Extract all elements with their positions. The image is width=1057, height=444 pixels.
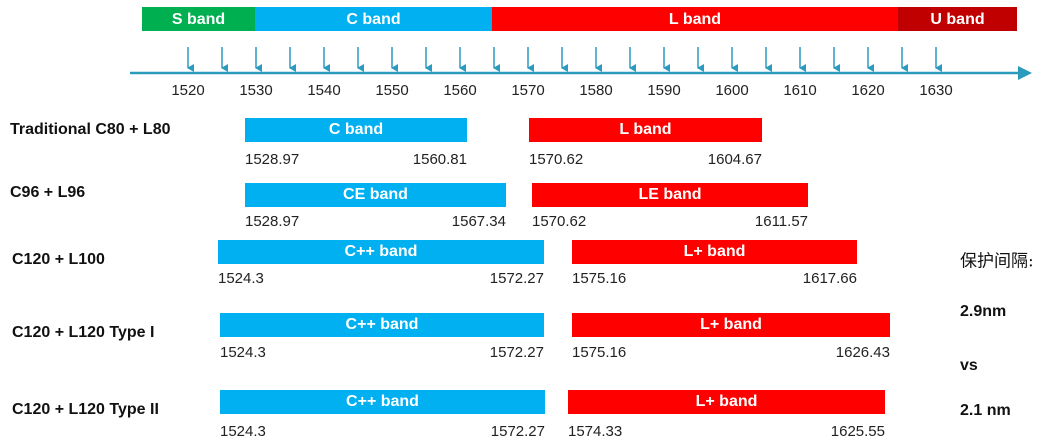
end-label: 1560.81 [413, 151, 467, 168]
axis-label: 1570 [511, 82, 544, 99]
note: vs [960, 357, 978, 374]
axis-label: 1540 [307, 82, 340, 99]
band-label: C band [346, 11, 400, 28]
axis-label: 1520 [171, 82, 204, 99]
band-bar [220, 313, 544, 337]
row-name: C96 + L96 [10, 184, 85, 201]
band-label: LE band [638, 186, 701, 203]
row-name: Traditional C80 + L80 [10, 121, 171, 138]
band-bar [245, 118, 467, 142]
end-label: 1625.55 [831, 423, 885, 440]
start-label: 1574.33 [568, 423, 622, 440]
band-bar [245, 183, 506, 207]
row-name: C120 + L120 Type I [12, 324, 154, 341]
note: 2.1 nm [960, 402, 1011, 419]
axis-label: 1630 [919, 82, 952, 99]
band-label: L band [619, 121, 671, 138]
band-label: C++ band [346, 316, 419, 333]
start-label: 1570.62 [532, 213, 586, 230]
band-bar [220, 390, 545, 414]
band [255, 7, 492, 31]
band-bar [529, 118, 762, 142]
start-label: 1524.3 [218, 270, 264, 287]
band-bar [572, 240, 857, 264]
band-label: U band [930, 11, 984, 28]
end-label: 1611.57 [755, 213, 808, 230]
end-label: 1567.34 [452, 213, 506, 230]
band-label: L+ band [700, 316, 762, 333]
start-label: 1528.97 [245, 151, 299, 168]
axis-label: 1590 [647, 82, 680, 99]
band [142, 7, 255, 31]
band-label: CE band [343, 186, 408, 203]
band-label: L+ band [684, 243, 746, 260]
axis-arrow [1018, 66, 1032, 80]
band-label: S band [172, 11, 225, 28]
band-label: C band [329, 121, 383, 138]
end-label: 1572.27 [490, 344, 544, 361]
note: 保护间隔: [960, 252, 1034, 272]
end-label: 1604.67 [708, 151, 762, 168]
band-bar [532, 183, 808, 207]
row-name: C120 + L100 [12, 251, 105, 268]
band-bar [218, 240, 544, 264]
start-label: 1575.16 [572, 270, 626, 287]
band [898, 7, 1017, 31]
start-label: 1570.62 [529, 151, 583, 168]
band-bar [572, 313, 890, 337]
band-label: C++ band [346, 393, 419, 410]
band-bar [568, 390, 885, 414]
axis-label: 1580 [579, 82, 612, 99]
axis-label: 1560 [443, 82, 476, 99]
band-label: L band [669, 11, 721, 28]
band-label: C++ band [345, 243, 418, 260]
start-label: 1524.3 [220, 344, 266, 361]
start-label: 1528.97 [245, 213, 299, 230]
note: 2.9nm [960, 303, 1006, 320]
axis-label: 1620 [851, 82, 884, 99]
axis-label: 1600 [715, 82, 748, 99]
band-label: L+ band [696, 393, 758, 410]
end-label: 1572.27 [490, 270, 544, 287]
end-label: 1572.27 [491, 423, 545, 440]
axis-label: 1610 [783, 82, 816, 99]
start-label: 1575.16 [572, 344, 626, 361]
row-name: C120 + L120 Type II [12, 401, 159, 418]
band [492, 7, 898, 31]
axis-label: 1550 [375, 82, 408, 99]
end-label: 1626.43 [836, 344, 890, 361]
axis-label: 1530 [239, 82, 272, 99]
start-label: 1524.3 [220, 423, 266, 440]
end-label: 1617.66 [803, 270, 857, 287]
